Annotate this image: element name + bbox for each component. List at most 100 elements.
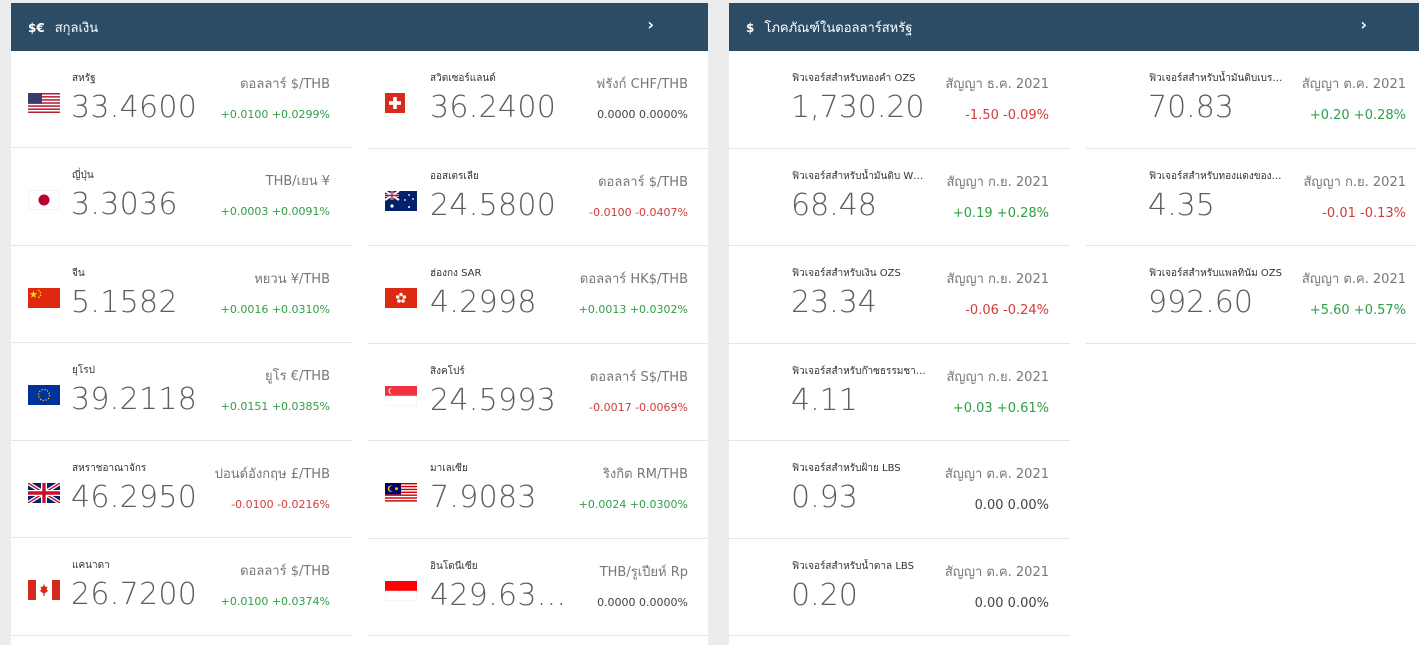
flag-eu-icon bbox=[28, 385, 60, 405]
currency-change: +0.0013 +0.0302% bbox=[578, 303, 688, 316]
commodity-name: ฟิวเจอร์สสำหรับน้ำมันดิบเบรนท์ BBL bbox=[1149, 73, 1284, 84]
currency-change: +0.0024 +0.0300% bbox=[578, 498, 688, 511]
commodity-card[interactable]: ฟิวเจอร์สสำหรับเงิน OZS 23.34 สัญญา ก.ย. 2… bbox=[729, 246, 1070, 344]
commodity-card[interactable]: ฟิวเจอร์สสำหรับน้ำตาล LBS 0.20 สัญญา ต.ค. … bbox=[729, 539, 1070, 636]
commodity-name: ฟิวเจอร์สสำหรับน้ำตาล LBS bbox=[792, 560, 914, 572]
flag-cn-icon bbox=[28, 287, 60, 308]
commodity-contract: สัญญา ต.ค. 2021 bbox=[1301, 77, 1406, 92]
commodity-price: 0.93 bbox=[791, 480, 858, 515]
currency-name: ฮ่องกง SAR bbox=[430, 268, 482, 279]
currency-pair: ริงกิต RM/THB bbox=[602, 467, 688, 482]
commodity-change: -0.01 -0.13% bbox=[1322, 205, 1406, 221]
currency-rate: 429.63... bbox=[430, 577, 567, 613]
currency-pair: THB/รูเปียห์ Rp bbox=[599, 564, 688, 580]
currency-name: สหรัฐ bbox=[72, 73, 96, 84]
commodity-card[interactable]: ฟิวเจอร์สสำหรับน้ำมันดิบเบรนท์ BBL 70.83 ส… bbox=[1086, 51, 1417, 149]
commodity-contract: สัญญา ต.ค. 2021 bbox=[944, 467, 1049, 482]
currency-pair: ดอลลาร์ $/THB bbox=[240, 77, 330, 92]
currency-name: สวิตเซอร์แลนด์ bbox=[430, 73, 496, 84]
currency-rate: 24.5800 bbox=[430, 187, 557, 223]
currency-name: ออสเตรเลีย bbox=[430, 170, 479, 182]
commodity-contract: สัญญา ก.ย. 2021 bbox=[1303, 174, 1407, 190]
currency-card[interactable]: ญี่ปุ่น 3.3036 THB/เยน ¥ +0.0003 +0.0091% bbox=[11, 148, 352, 246]
chevron-right-icon[interactable]: › bbox=[1360, 15, 1367, 34]
commodity-contract: สัญญา ก.ย. 2021 bbox=[946, 369, 1050, 385]
currency-rate: 5.1582 bbox=[71, 284, 178, 320]
currency-change: -0.0017 -0.0069% bbox=[589, 400, 688, 414]
currency-card[interactable]: อินโดนีเซีย 429.63... THB/รูเปียห์ Rp 0.000… bbox=[367, 539, 708, 636]
flag-id-icon bbox=[384, 580, 418, 601]
currency-list-left: สหรัฐ 33.4600 ดอลลาร์ $/THB +0.0100 +0.0299… bbox=[11, 51, 352, 636]
commodity-card[interactable]: ฟิวเจอร์สสำหรับก๊าซธรรมชาติ MMBTU 4.11 สัญ… bbox=[729, 344, 1070, 441]
currency-card[interactable]: ยุโรป 39.2118 ยูโร €/THB +0.0151 +0.0385% bbox=[11, 343, 352, 441]
commodity-change: 0.00 0.00% bbox=[974, 595, 1049, 611]
flag-us-icon bbox=[28, 93, 60, 113]
currency-card[interactable]: ออสเตรเลีย 24.5800 ดอลลาร์ $/THB -0.0100 -0… bbox=[367, 149, 708, 246]
commodity-price: 992.60 bbox=[1148, 285, 1253, 320]
currency-card[interactable]: สหราชอาณาจักร 46.2950 ปอนด์อังกฤษ £/THB -0.… bbox=[11, 441, 352, 538]
commodity-contract: สัญญา ธ.ค. 2021 bbox=[945, 77, 1049, 92]
currency-name: จีน bbox=[72, 267, 85, 279]
flag-hk-icon bbox=[385, 288, 417, 308]
currency-card[interactable]: จีน 5.1582 หยวน ¥/THB +0.0016 +0.0310% bbox=[11, 246, 352, 343]
currency-rate: 36.2400 bbox=[430, 90, 557, 125]
chevron-right-icon[interactable]: › bbox=[647, 15, 654, 34]
commodity-contract: สัญญา ก.ย. 2021 bbox=[946, 272, 1050, 287]
currency-panel-header[interactable]: $€ สกุลเงิน › bbox=[11, 3, 708, 51]
currency-pair: ยูโร €/THB bbox=[265, 369, 330, 384]
currency-pair: ดอลลาร์ S$/THB bbox=[589, 369, 688, 385]
commodity-change: 0.00 0.00% bbox=[974, 498, 1049, 513]
commodity-panel: $ โภคภัณฑ์ในดอลลาร์สหรัฐ › ฟิวเจอร์สสำหร… bbox=[729, 3, 1419, 645]
commodity-price: 23.34 bbox=[791, 285, 877, 320]
commodity-card[interactable]: ฟิวเจอร์สสำหรับน้ำมันดิบ WTI BBL 68.48 สัญ… bbox=[729, 149, 1070, 246]
currency-name: มาเลเซีย bbox=[430, 463, 468, 474]
commodity-change: +0.19 +0.28% bbox=[952, 205, 1049, 221]
commodity-list-right: ฟิวเจอร์สสำหรับน้ำมันดิบเบรนท์ BBL 70.83 ส… bbox=[1086, 51, 1417, 636]
currency-rate: 46.2950 bbox=[71, 479, 198, 515]
commodity-panel-title: โภคภัณฑ์ในดอลลาร์สหรัฐ bbox=[764, 20, 913, 36]
currency-change: +0.0003 +0.0091% bbox=[220, 205, 330, 218]
currency-rate: 24.5993 bbox=[430, 382, 557, 418]
flag-ch-icon bbox=[385, 93, 417, 113]
currency-card[interactable]: แคนาดา 26.7200 ดอลลาร์ $/THB +0.0100 +0.037… bbox=[11, 538, 352, 636]
currency-change: +0.0151 +0.0385% bbox=[220, 400, 330, 413]
currency-change: +0.0016 +0.0310% bbox=[220, 302, 330, 316]
commodity-panel-header[interactable]: $ โภคภัณฑ์ในดอลลาร์สหรัฐ › bbox=[729, 3, 1419, 51]
commodity-price: 4.11 bbox=[791, 382, 858, 418]
currency-rate: 33.4600 bbox=[71, 90, 198, 125]
dollar-bag-icon: $ bbox=[746, 21, 755, 35]
currency-rate: 4.2998 bbox=[430, 285, 537, 320]
commodity-contract: สัญญา ก.ย. 2021 bbox=[946, 174, 1050, 190]
currency-pair: ปอนด์อังกฤษ £/THB bbox=[214, 466, 330, 482]
currency-rate: 3.3036 bbox=[71, 187, 178, 222]
commodity-price: 68.48 bbox=[791, 187, 877, 223]
commodity-card[interactable]: ฟิวเจอร์สสำหรับทองคำ OZS 1,730.20 สัญญา ธ.… bbox=[729, 51, 1070, 149]
currency-pair: ฟรังก์ CHF/THB bbox=[596, 77, 688, 92]
currency-name: ยุโรป bbox=[72, 365, 95, 376]
flag-my-icon bbox=[385, 483, 417, 503]
currency-rate: 39.2118 bbox=[71, 382, 198, 417]
commodity-card[interactable]: ฟิวเจอร์สสำหรับแพลทินัม OZS 992.60 สัญญา ต… bbox=[1086, 246, 1417, 344]
currency-change: -0.0100 -0.0216% bbox=[231, 497, 330, 511]
currency-pair: หยวน ¥/THB bbox=[254, 271, 330, 287]
currency-change: -0.0100 -0.0407% bbox=[589, 205, 688, 219]
commodity-card[interactable]: ฟิวเจอร์สสำหรับฝ้าย LBS 0.93 สัญญา ต.ค. 20… bbox=[729, 441, 1070, 539]
currency-change: 0.0000 0.0000% bbox=[597, 108, 688, 121]
flag-uk-icon bbox=[26, 480, 62, 505]
currency-card[interactable]: มาเลเซีย 7.9083 ริงกิต RM/THB +0.0024 +0.03… bbox=[367, 441, 708, 539]
currency-pair: ดอลลาร์ $/THB bbox=[240, 564, 330, 579]
commodity-price: 4.35 bbox=[1148, 187, 1215, 223]
commodity-name: ฟิวเจอร์สสำหรับแพลทินัม OZS bbox=[1149, 268, 1282, 279]
commodity-change: +0.03 +0.61% bbox=[952, 400, 1049, 416]
commodity-price: 70.83 bbox=[1148, 90, 1234, 125]
commodity-price: 1,730.20 bbox=[791, 90, 925, 125]
commodity-name: ฟิวเจอร์สสำหรับทองคำ OZS bbox=[792, 73, 916, 84]
commodity-card[interactable]: ฟิวเจอร์สสำหรับทองแดงของสหรัฐ LBS 4.35 สัญ… bbox=[1086, 149, 1417, 246]
commodity-name: ฟิวเจอร์สสำหรับฝ้าย LBS bbox=[792, 463, 901, 474]
currency-card[interactable]: สหรัฐ 33.4600 ดอลลาร์ $/THB +0.0100 +0.0299… bbox=[11, 51, 352, 148]
commodity-change: +5.60 +0.57% bbox=[1309, 303, 1406, 318]
currency-card[interactable]: สิงคโปร์ 24.5993 ดอลลาร์ S$/THB -0.0017 -0.… bbox=[367, 344, 708, 441]
currency-card[interactable]: ฮ่องกง SAR 4.2998 ดอลลาร์ HK$/THB +0.0013 +… bbox=[367, 246, 708, 344]
currency-card[interactable]: สวิตเซอร์แลนด์ 36.2400 ฟรังก์ CHF/THB 0.000… bbox=[367, 51, 708, 149]
currency-list-right: สวิตเซอร์แลนด์ 36.2400 ฟรังก์ CHF/THB 0.000… bbox=[367, 51, 708, 636]
